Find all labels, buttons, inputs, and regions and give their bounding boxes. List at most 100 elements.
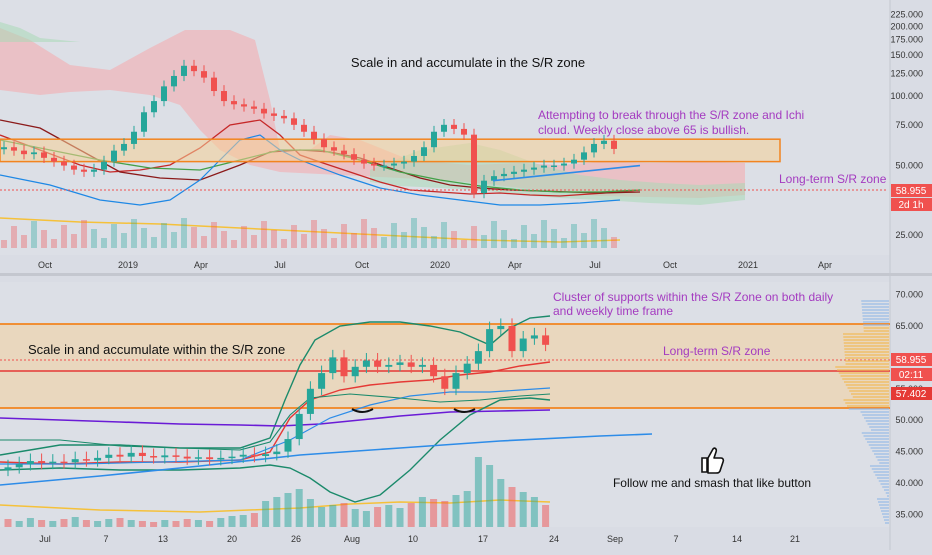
bottom-candle: [138, 452, 146, 457]
top-y-tick-label: 150.000: [890, 50, 923, 60]
top-volume-bar: [561, 238, 567, 248]
panel-divider[interactable]: [0, 273, 932, 276]
top-volume-bar: [71, 234, 77, 248]
top-candle: [111, 150, 117, 162]
top-candle: [521, 169, 527, 172]
top-volume-bar: [291, 225, 297, 248]
top-price-tag: [891, 184, 932, 197]
volume-profile-bar: [884, 519, 889, 521]
bottom-y-tick-label: 45.000: [895, 447, 923, 457]
bottom-candle: [116, 454, 124, 457]
top-candle: [221, 91, 227, 102]
top-volume-bar: [161, 223, 167, 248]
volume-profile-bar: [863, 435, 889, 437]
bollinger-middle-band: [0, 393, 551, 451]
volume-profile-bar: [852, 396, 889, 398]
top-candle: [381, 165, 387, 168]
top-candle: [241, 104, 247, 107]
bottom-candle: [418, 364, 426, 367]
top-volume-bar: [1, 240, 7, 248]
volume-profile-bar: [843, 339, 889, 341]
top-candle: [411, 155, 417, 162]
bottom-trendline[interactable]: [0, 433, 653, 486]
top-volume-bar: [221, 231, 227, 248]
bottom-volume-bar: [116, 518, 124, 527]
bottom-price-tag-text: 58.955: [896, 355, 927, 366]
top-candle: [101, 161, 107, 170]
bottom-x-tick-label: 20: [227, 534, 237, 544]
top-x-tick-label: Oct: [38, 260, 53, 270]
top-volume-bar: [571, 224, 577, 248]
top-trendline[interactable]: [492, 164, 641, 182]
bottom-candle: [26, 461, 34, 465]
top-candle: [141, 112, 147, 132]
volume-moving-average: [0, 217, 621, 243]
top-candle: [1, 147, 7, 150]
top-volume-bar: [521, 225, 527, 248]
top-y-tick-label: 75.000: [895, 120, 923, 130]
top-volume-bar: [151, 237, 157, 248]
bottom-candle: [194, 457, 202, 459]
bottom-volume-bar: [374, 507, 382, 527]
volume-profile-bar: [861, 432, 889, 434]
volume-profile-bar: [881, 510, 889, 512]
volume-profile-bar: [867, 423, 889, 425]
volume-profile-bar: [870, 465, 889, 467]
top-volume-bar: [471, 226, 477, 248]
bottom-candle: [329, 357, 337, 374]
volume-profile-bar: [862, 309, 889, 311]
top-price-tag-text: 58.955: [896, 186, 927, 197]
top-volume-bar: [81, 220, 87, 248]
top-x-tick-label: 2021: [738, 260, 758, 270]
volume-profile-bar: [843, 342, 889, 344]
top-volume-bar: [101, 238, 107, 248]
top-x-tick-label: Apr: [508, 260, 522, 270]
top-volume-bar: [321, 229, 327, 248]
top-candle: [571, 159, 577, 164]
bottom-y-tick-label: 35.000: [895, 509, 923, 519]
top-volume-bar: [371, 228, 377, 248]
top-volume-bar: [301, 234, 307, 248]
volume-profile-bar: [864, 417, 889, 419]
bottom-cluster-annotation-box: Cluster of supports within the S/R Zone …: [553, 290, 833, 318]
bottom-x-tick-label: 7: [673, 534, 678, 544]
top-zone-label: Long-term S/R zone: [779, 172, 887, 186]
bottom-volume-bar: [530, 497, 538, 527]
bottom-y-tick-label: 40.000: [895, 478, 923, 488]
bottom-candle: [82, 459, 90, 461]
top-candle: [61, 161, 67, 166]
top-volume-bar: [61, 225, 67, 248]
bottom-sr-zone[interactable]: [0, 324, 890, 408]
volume-profile-bar: [845, 384, 889, 386]
bottom-countdown-tag: [891, 368, 932, 381]
top-volume-bar: [491, 221, 497, 248]
top-candle: [361, 159, 367, 164]
thumbs-up-icon[interactable]: [701, 447, 725, 474]
top-volume-bar: [171, 232, 177, 248]
bottom-candle: [474, 351, 482, 364]
top-volume-bar: [451, 231, 457, 248]
volume-profile-bar: [844, 348, 889, 350]
bottom-x-tick-label: 13: [158, 534, 168, 544]
top-volume-bar: [341, 224, 347, 248]
top-volume-bar: [271, 230, 277, 248]
top-time-axis[interactable]: Oct 2019 Apr Jul Oct 2020 Apr Jul Oct 2021 Apr: [38, 260, 832, 270]
volume-profile-bar: [877, 477, 889, 479]
top-candle: [491, 176, 497, 181]
bottom-x-tick-label: 26: [291, 534, 301, 544]
bottom-price-axis[interactable]: 35.00040.00045.00050.00055.00065.00070.0…: [895, 290, 923, 520]
volume-profile-bar: [844, 381, 889, 383]
volume-profile-bar: [862, 318, 889, 320]
volume-profile-bar: [845, 402, 889, 404]
volume-profile-bar: [867, 441, 889, 443]
top-candle: [51, 157, 57, 162]
bottom-time-axis[interactable]: Jul 7 13 20 26 Aug 10 17 24 Sep 7 14 21: [39, 534, 800, 544]
bottom-candle: [60, 461, 68, 464]
bottom-volume-bar: [340, 503, 348, 527]
top-candle: [351, 154, 357, 160]
top-candle: [191, 65, 197, 72]
top-volume-bar: [131, 219, 137, 248]
top-price-axis[interactable]: 25.000 50.000 75.000 100.000 125.000 150.000 1…: [890, 9, 923, 240]
bottom-candle: [452, 373, 460, 389]
